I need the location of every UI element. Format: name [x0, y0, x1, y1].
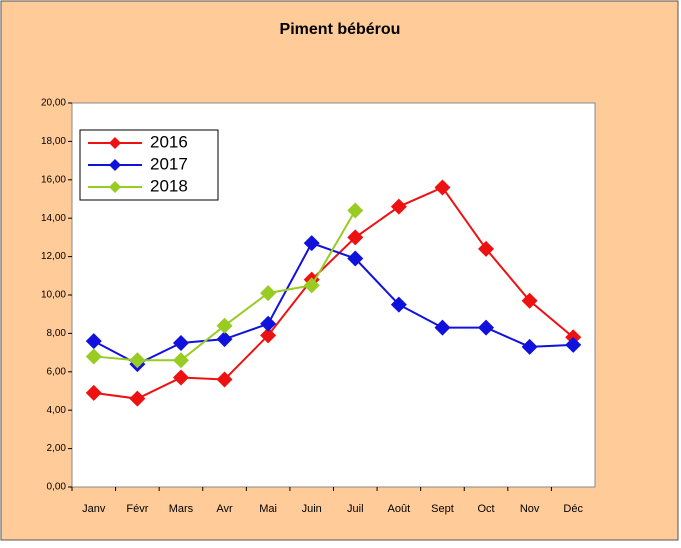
marker [478, 319, 495, 336]
legend-marker [109, 159, 121, 171]
series-line [93, 186, 574, 400]
chart-title: Piment bébérou [280, 21, 401, 38]
marker [521, 292, 538, 309]
marker [129, 352, 146, 369]
y-tick-label: 12,00 [41, 251, 66, 262]
x-tick-label: Août [388, 503, 411, 515]
series-line [93, 241, 574, 366]
legend-label: 2016 [150, 132, 188, 151]
y-tick-label: 4,00 [47, 405, 67, 416]
marker [216, 371, 233, 388]
y-tick-label: 2,00 [47, 443, 67, 454]
marker [390, 198, 407, 215]
y-tick-label: 14,00 [41, 213, 66, 224]
x-tick-label: Avr [216, 503, 233, 515]
y-tick-label: 6,00 [47, 366, 67, 377]
marker [216, 317, 233, 334]
marker [303, 277, 320, 294]
x-tick-label: Juin [302, 503, 322, 515]
marker [85, 384, 102, 401]
y-tick-label: 8,00 [47, 328, 67, 339]
x-tick-label: Nov [520, 503, 540, 515]
y-tick-label: 16,00 [41, 174, 66, 185]
marker [172, 369, 189, 386]
x-tick-label: Déc [563, 503, 583, 515]
y-tick-label: 18,00 [41, 136, 66, 147]
legend-label: 2018 [150, 176, 188, 195]
marker [260, 285, 277, 302]
marker [521, 338, 538, 355]
marker [434, 319, 451, 336]
marker [347, 202, 364, 219]
x-tick-label: Mai [259, 503, 277, 515]
legend-marker [109, 181, 121, 193]
x-tick-label: Mars [169, 503, 194, 515]
marker [347, 229, 364, 246]
marker [129, 390, 146, 407]
y-tick-label: 0,00 [47, 482, 67, 493]
y-tick-label: 10,00 [41, 290, 66, 301]
legend-label: 2017 [150, 154, 188, 173]
marker [303, 235, 320, 252]
marker [216, 331, 233, 348]
marker [260, 315, 277, 332]
legend-marker [109, 137, 121, 149]
y-tick-label: 20,00 [41, 98, 66, 109]
marker [172, 335, 189, 351]
marker [172, 352, 189, 369]
marker [260, 327, 277, 344]
marker [85, 333, 102, 350]
marker [565, 336, 582, 353]
x-tick-label: Oct [477, 503, 494, 515]
marker [85, 348, 102, 365]
x-tick-label: Sept [431, 503, 454, 515]
x-tick-label: Juil [347, 503, 364, 515]
marker [478, 240, 495, 257]
marker [347, 250, 364, 267]
marker [390, 296, 407, 313]
marker [434, 179, 451, 196]
x-tick-label: Févr [126, 503, 148, 515]
x-tick-label: Janv [82, 503, 106, 515]
